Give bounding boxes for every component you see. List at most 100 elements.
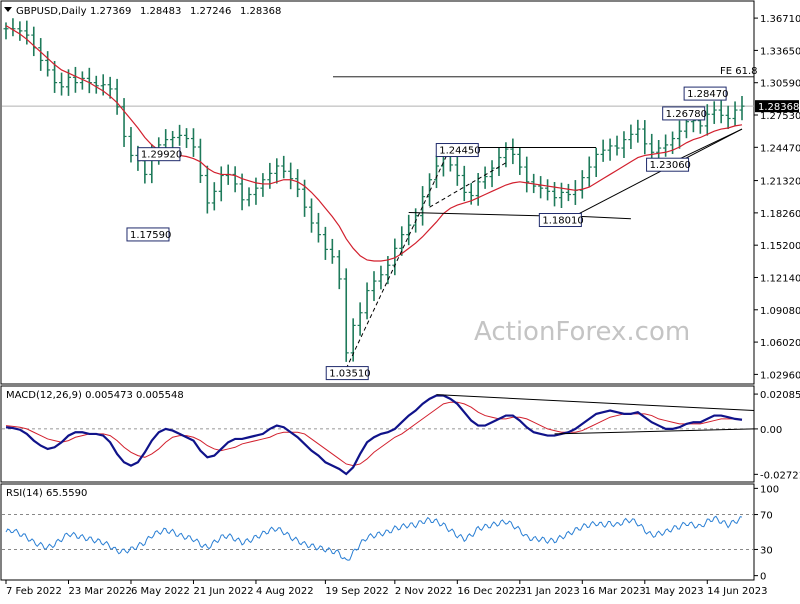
price-bar: [579, 170, 585, 199]
symbol-title: GBPUSD,Daily: [16, 6, 87, 17]
price-bar: [586, 156, 592, 188]
price-bar: [552, 182, 558, 207]
price-bar: [197, 138, 203, 183]
price-bar: [343, 268, 349, 362]
current-price-tag: 1.28368: [755, 100, 799, 113]
svg-text:1.17590: 1.17590: [130, 230, 171, 241]
x-tick-label: 4 Aug 2022: [256, 586, 314, 597]
price-bar: [114, 78, 120, 115]
rising-trendline-2: [672, 128, 743, 163]
svg-text:1.18010: 1.18010: [542, 216, 583, 227]
rsi-title: RSI(14) 65.5590: [6, 488, 87, 499]
price-bar: [545, 179, 551, 201]
price-bar: [628, 124, 634, 150]
price-bar: [232, 166, 238, 193]
dashed-b-wave-line: [429, 162, 507, 208]
ohlc-high: 1.28483: [140, 6, 181, 17]
price-bar: [274, 158, 280, 184]
price-tick-label: 1.33650: [760, 46, 800, 57]
price-bar: [329, 238, 335, 264]
price-bar: [309, 198, 315, 233]
price-bar: [322, 226, 328, 260]
x-tick-label: 2 Nov 2022: [395, 586, 453, 597]
price-bar: [482, 166, 488, 189]
macd-panel: [0, 385, 755, 483]
price-bar: [454, 156, 460, 186]
price-bar: [371, 271, 377, 302]
price-bar: [218, 166, 224, 202]
price-bar: [718, 100, 724, 124]
price-bar: [739, 95, 745, 121]
svg-text:1.29920: 1.29920: [141, 150, 182, 161]
price-y-axis: 1.36710 1.33650 1.30590 1.27530 1.24470 1.213…: [754, 14, 800, 381]
rsi-y-axis: 100 70 30 0: [754, 484, 779, 583]
price-bar: [100, 74, 106, 96]
x-tick-label: 7 Feb 2022: [6, 586, 62, 597]
fe-label: FE 61.8: [720, 66, 758, 77]
price-bar: [177, 124, 183, 146]
svg-text:1.23060: 1.23060: [650, 160, 691, 171]
price-bar: [621, 131, 627, 159]
price-tick-label: 1.27530: [760, 111, 800, 122]
price-bar: [260, 173, 266, 197]
price-bar: [503, 142, 509, 168]
macd-layer: [2, 394, 755, 476]
price-level-label: 1.28470: [683, 86, 728, 101]
price-bar: [565, 183, 571, 202]
price-level-label: 1.18010: [538, 213, 584, 228]
x-tick-label: 16 Dec 2022: [457, 586, 521, 597]
price-bar: [732, 101, 738, 126]
price-level-label: 1.29920: [137, 147, 182, 162]
price-bar: [281, 155, 287, 179]
price-bar: [170, 130, 176, 151]
ohlc-close: 1.28368: [240, 6, 281, 17]
price-bar: [635, 119, 641, 143]
price-bar: [461, 165, 467, 202]
price-bar: [93, 75, 99, 94]
price-bar: [517, 147, 523, 175]
panel-frames: [0, 0, 755, 581]
price-bar: [295, 169, 301, 198]
price-tick-label: 1.24470: [760, 143, 800, 154]
macd-tick-label: -0.027213: [760, 470, 800, 481]
price-tick-label: 1.15200: [760, 241, 800, 252]
price-layer: FE 61.8: [2, 18, 758, 369]
macd-tick-label: 0.020858: [760, 390, 800, 401]
x-tick-label: 6 May 2022: [131, 586, 190, 597]
x-tick-label: 16 Mar 2023: [582, 586, 645, 597]
price-bar: [79, 71, 85, 90]
svg-text:1.03510: 1.03510: [329, 369, 370, 380]
price-bar: [17, 21, 23, 41]
price-bar: [642, 120, 648, 155]
svg-text:1.26780: 1.26780: [666, 109, 707, 120]
price-bar: [184, 128, 190, 148]
price-bar: [600, 139, 606, 162]
symbol-dropdown-icon[interactable]: [4, 7, 12, 12]
price-bar: [315, 212, 321, 243]
price-bar: [614, 135, 620, 156]
rsi-line: [5, 515, 743, 561]
price-bar: [72, 66, 78, 93]
svg-text:1.28470: 1.28470: [687, 89, 728, 100]
price-bar: [677, 120, 683, 149]
price-level-label: 1.24450: [435, 143, 481, 158]
x-tick-label: 14 Jun 2023: [707, 586, 767, 597]
price-tick-label: 1.36710: [760, 14, 800, 25]
price-bar: [538, 176, 544, 199]
rsi-tick-label: 30: [760, 545, 773, 556]
rsi-layer: [2, 514, 754, 561]
macd-lower-trendline: [554, 428, 755, 435]
x-tick-label: 19 Sep 2022: [325, 586, 388, 597]
rsi-tick-label: 100: [760, 484, 779, 495]
price-level-label: 1.03510: [325, 366, 371, 381]
x-tick-label: 31 Jan 2023: [520, 586, 580, 597]
x-tick-label: 23 Mar 2022: [68, 586, 131, 597]
price-bar: [433, 155, 439, 189]
price-bar: [711, 101, 717, 124]
price-bar: [45, 51, 51, 77]
price-bar: [489, 160, 495, 188]
price-bar: [336, 250, 342, 290]
moving-average-line: [5, 25, 743, 262]
price-bar: [593, 147, 599, 178]
